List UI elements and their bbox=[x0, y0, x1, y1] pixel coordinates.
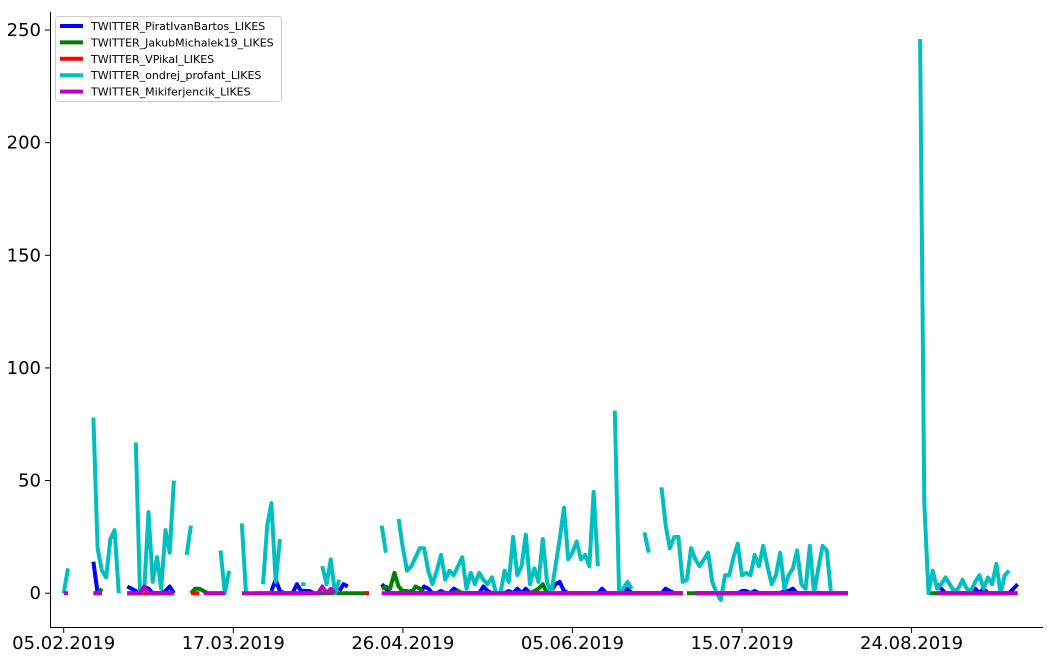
legend-frame bbox=[55, 16, 282, 102]
series-line-4 bbox=[61, 38, 1011, 602]
legend-label: TWITTER_Mikiferjencik_LIKES bbox=[90, 86, 251, 99]
legend: TWITTER_PiratIvanBartos_LIKES TWITTER_Jak… bbox=[55, 16, 282, 102]
x-tick-label: 17.03.2019 bbox=[182, 633, 285, 654]
x-tick-label: 26.04.2019 bbox=[351, 633, 454, 654]
legend-label: TWITTER_JakubMichalek19_LIKES bbox=[90, 36, 274, 49]
series-line-5 bbox=[63, 584, 1018, 596]
y-tick-label: 100 bbox=[7, 358, 41, 379]
x-tick-label: 24.08.2019 bbox=[860, 633, 963, 654]
axes bbox=[50, 12, 1043, 628]
legend-label: TWITTER_ondrej_profant_LIKES bbox=[90, 69, 261, 82]
x-tick-label: 05.06.2019 bbox=[521, 633, 624, 654]
y-tick-label: 250 bbox=[7, 20, 41, 41]
y-ticks: 0 50 100 150 200 250 bbox=[7, 20, 51, 604]
y-tick-label: 0 bbox=[30, 583, 41, 604]
y-tick-label: 50 bbox=[18, 471, 41, 492]
x-tick-label: 15.07.2019 bbox=[690, 633, 793, 654]
x-tick-label: 05.02.2019 bbox=[12, 633, 115, 654]
x-ticks: 05.02.2019 17.03.2019 26.04.2019 05.06.2019… bbox=[12, 627, 963, 654]
legend-label: TWITTER_PiratIvanBartos_LIKES bbox=[90, 20, 265, 33]
y-tick-label: 200 bbox=[7, 133, 41, 154]
legend-label: TWITTER_VPikal_LIKES bbox=[90, 53, 214, 66]
y-tick-label: 150 bbox=[7, 245, 41, 266]
plot-series bbox=[61, 38, 1020, 602]
